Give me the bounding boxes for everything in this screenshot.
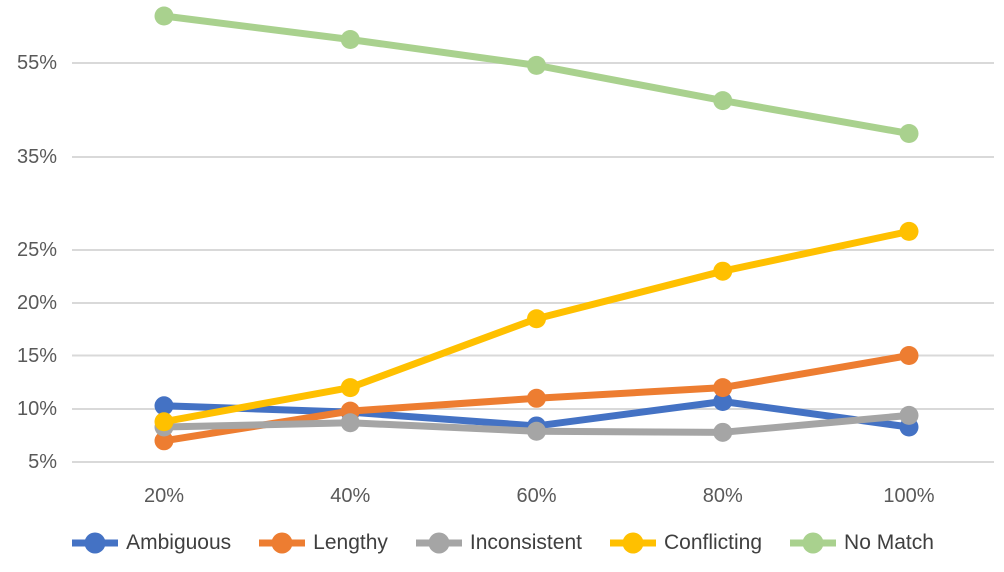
legend-marker-icon [415,532,462,554]
data-point-lengthy [899,346,919,365]
x-tick-label: 80% [702,485,743,507]
data-point-inconsistent [713,422,733,442]
data-point-no-match [713,91,733,111]
legend-label: No Match [844,531,934,554]
data-point-lengthy [713,378,733,398]
x-tick-label: 60% [516,485,557,507]
data-point-no-match [340,30,360,49]
legend-item-ambiguous: Ambiguous [70,531,231,555]
legend-marker-icon [259,532,306,554]
x-tick-label: 40% [330,485,371,507]
data-point-ambiguous [713,392,733,412]
legend-item-inconsistent: Inconsistent [414,531,582,555]
data-point-inconsistent [340,413,360,433]
data-point-conflicting [527,309,546,329]
legend-item-conflicting: Conflicting [608,531,762,555]
y-tick-label: 5% [28,451,57,473]
legend-marker-icon [790,532,837,554]
legend: Ambiguous Lengthy Inconsistent Conflicting N… [0,531,1004,555]
legend-marker-icon [609,532,656,554]
legend-item-lengthy: Lengthy [257,531,388,555]
legend-marker-icon [72,532,119,554]
data-point-no-match [899,124,919,143]
y-tick-label: 15% [16,344,57,367]
legend-label: Inconsistent [469,531,582,554]
data-point-lengthy [154,431,174,451]
x-tick-label: 100% [883,485,935,507]
y-tick-label: 35% [16,146,57,168]
data-point-no-match [154,6,174,26]
data-point-ambiguous [154,396,174,416]
legend-label: Ambiguous [126,531,232,554]
x-tick-label: 20% [143,485,185,507]
y-tick-label: 10% [16,398,57,420]
legend-label: Lengthy [313,531,388,554]
data-point-conflicting [899,221,919,241]
data-point-conflicting [154,412,174,432]
data-point-inconsistent [527,421,546,441]
y-tick-label: 55% [16,52,57,74]
data-point-lengthy [527,388,546,408]
data-point-conflicting [340,378,360,398]
data-point-conflicting [713,261,733,281]
y-tick-label: 25% [16,239,57,261]
data-point-inconsistent [899,405,919,425]
data-point-no-match [527,55,546,75]
legend-label: Conflicting [663,531,763,554]
legend-item-no-match: No Match [788,531,934,555]
y-tick-label: 20% [16,292,57,314]
